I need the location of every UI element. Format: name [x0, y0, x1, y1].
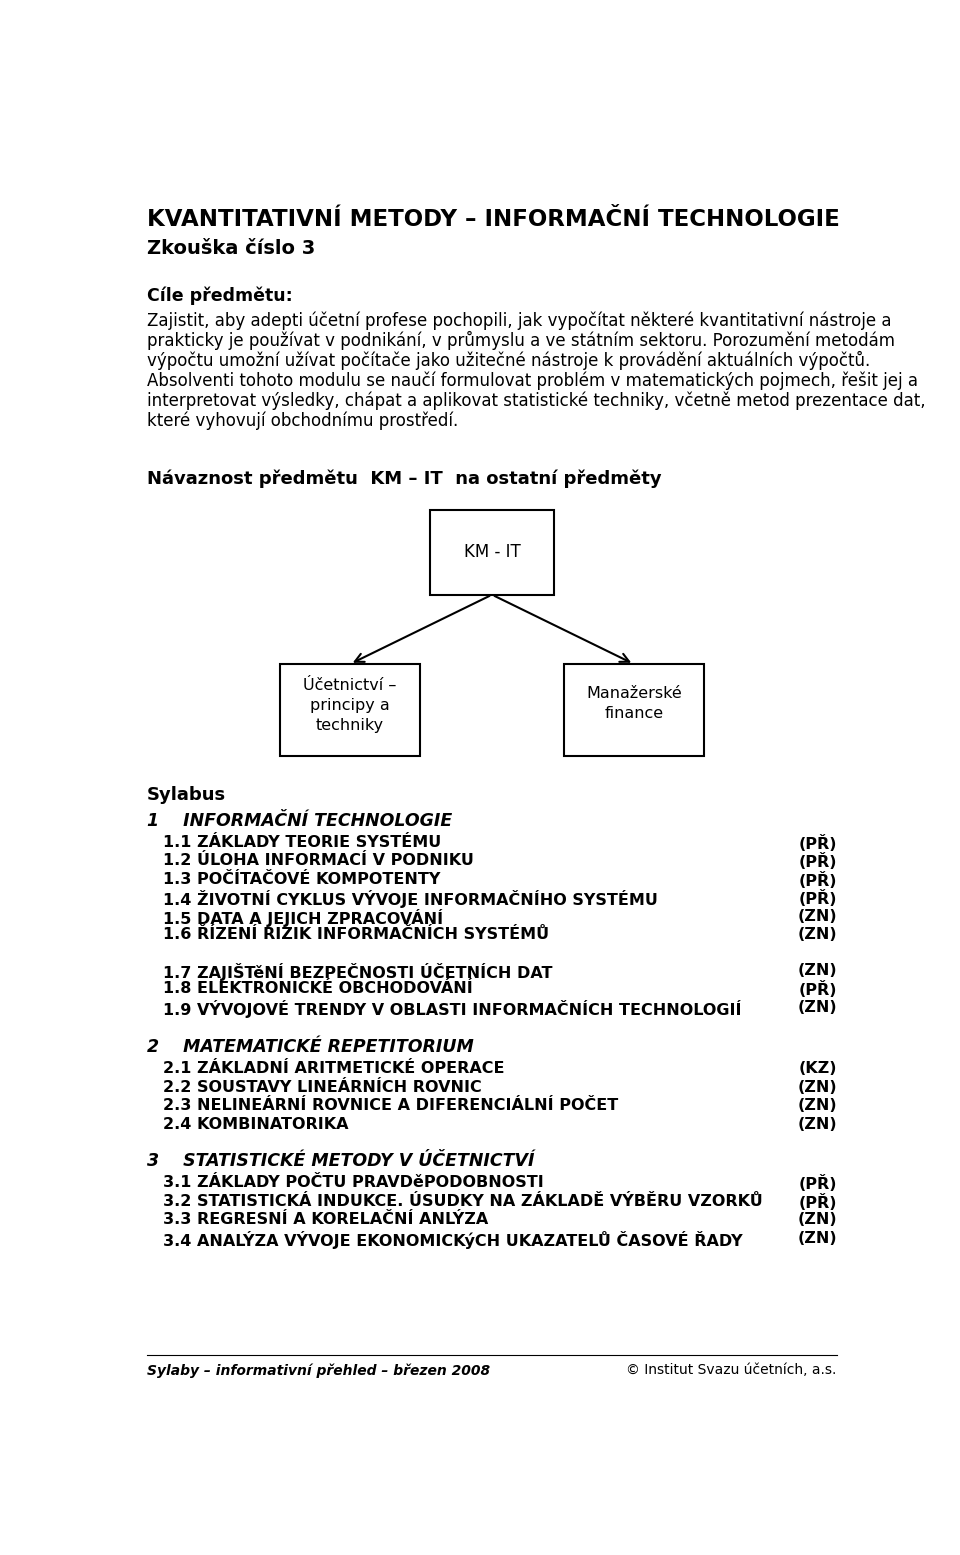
Text: 1.1 ZÁKLADY TEORIE SYSTÉMU: 1.1 ZÁKLADY TEORIE SYSTÉMU: [162, 835, 441, 851]
Text: Cíle předmětu:: Cíle předmětu:: [147, 286, 293, 305]
Text: © Institut Svazu účetních, a.s.: © Institut Svazu účetních, a.s.: [627, 1364, 837, 1378]
Text: Zkouška číslo 3: Zkouška číslo 3: [147, 239, 316, 258]
Text: finance: finance: [604, 706, 663, 720]
Text: (PŘ): (PŘ): [799, 891, 837, 908]
Bar: [564, 664, 704, 756]
Text: interpretovat výsledky, chápat a aplikovat statistické techniky, včetně metod pr: interpretovat výsledky, chápat a aplikov…: [147, 392, 925, 411]
Text: principy a: principy a: [310, 698, 390, 712]
Text: (PŘ): (PŘ): [799, 835, 837, 852]
Text: 1.7 ZAJIŠTěNÍ BEZPEČNOSTI ÚČETNÍCH DAT: 1.7 ZAJIŠTěNÍ BEZPEČNOSTI ÚČETNÍCH DAT: [162, 963, 552, 981]
Text: Sylabus: Sylabus: [147, 785, 227, 804]
Text: Zajistit, aby adepti účetní profese pochopili, jak vypočítat některé kvantitativ: Zajistit, aby adepti účetní profese poch…: [147, 311, 892, 330]
Text: 2    MATEMATICKÉ REPETITORIUM: 2 MATEMATICKÉ REPETITORIUM: [147, 1039, 474, 1056]
Text: (PŘ): (PŘ): [799, 854, 837, 871]
Text: (ZN): (ZN): [797, 1098, 837, 1113]
Text: (ZN): (ZN): [797, 927, 837, 942]
Text: Sylaby – informativní přehled – březen 2008: Sylaby – informativní přehled – březen 2…: [147, 1364, 491, 1378]
Text: 3.2 STATISTICKÁ INDUKCE. ÚSUDKY NA ZÁKLADĚ VÝBĚRU VZORKŮ: 3.2 STATISTICKÁ INDUKCE. ÚSUDKY NA ZÁKLA…: [162, 1194, 762, 1208]
Text: 1.3 POČÍTAČOVÉ KOMPOTENTY: 1.3 POČÍTAČOVÉ KOMPOTENTY: [162, 872, 440, 886]
Text: KM - IT: KM - IT: [464, 543, 520, 561]
Text: 2.1 ZÁKLADNÍ ARITMETICKÉ OPERACE: 2.1 ZÁKLADNÍ ARITMETICKÉ OPERACE: [162, 1062, 504, 1076]
Text: 3.1 ZÁKLADY POČTU PRAVDěPODOBNOSTI: 3.1 ZÁKLADY POČTU PRAVDěPODOBNOSTI: [162, 1176, 543, 1190]
Text: Návaznost předmětu  KM – IT  na ostatní předměty: Návaznost předmětu KM – IT na ostatní př…: [147, 470, 661, 488]
Text: 1.6 ŘÍZENÍ RIZIK INFORMAČNÍCH SYSTÉMŮ: 1.6 ŘÍZENÍ RIZIK INFORMAČNÍCH SYSTÉMŮ: [162, 927, 549, 942]
Text: prakticky je používat v podnikání, v průmyslu a ve státním sektoru. Porozumění m: prakticky je používat v podnikání, v prů…: [147, 331, 895, 350]
Text: výpočtu umožní užívat počítače jako užitečné nástroje k provádění aktuálních výp: výpočtu umožní užívat počítače jako užit…: [147, 351, 871, 370]
Text: 1    INFORMAČNÍ TECHNOLOGIE: 1 INFORMAČNÍ TECHNOLOGIE: [147, 812, 452, 830]
Text: (KZ): (KZ): [799, 1062, 837, 1076]
Bar: [280, 664, 420, 756]
Text: Účetnictví –: Účetnictví –: [303, 678, 396, 694]
Text: (ZN): (ZN): [797, 1079, 837, 1095]
Text: 1.2 ÚLOHA INFORMACÍ V PODNIKU: 1.2 ÚLOHA INFORMACÍ V PODNIKU: [162, 854, 473, 868]
Text: 1.4 ŽIVOTNÍ CYKLUS VÝVOJE INFORMAČNÍHO SYSTÉMU: 1.4 ŽIVOTNÍ CYKLUS VÝVOJE INFORMAČNÍHO S…: [162, 891, 658, 908]
Text: (ZN): (ZN): [797, 1116, 837, 1132]
Text: (ZN): (ZN): [797, 963, 837, 978]
Text: 1.8 ELEKTRONICKÉ OBCHODOVÁNÍ: 1.8 ELEKTRONICKÉ OBCHODOVÁNÍ: [162, 981, 472, 997]
Text: (PŘ): (PŘ): [799, 872, 837, 889]
Text: 3.4 ANALÝZA VÝVOJE EKONOMICKýCH UKAZATELŮ ČASOVÉ ŘADY: 3.4 ANALÝZA VÝVOJE EKONOMICKýCH UKAZATEL…: [162, 1230, 742, 1249]
Text: (ZN): (ZN): [797, 1000, 837, 1015]
Text: techniky: techniky: [316, 718, 384, 732]
Text: které vyhovují obchodnímu prostředí.: které vyhovují obchodnímu prostředí.: [147, 412, 458, 429]
Bar: [430, 510, 554, 594]
Text: 3    STATISTICKÉ METODY V ÚČETNICTVÍ: 3 STATISTICKÉ METODY V ÚČETNICTVÍ: [147, 1152, 535, 1171]
Text: 1.9 VÝVOJOVÉ TRENDY V OBLASTI INFORMAČNÍCH TECHNOLOGIÍ: 1.9 VÝVOJOVÉ TRENDY V OBLASTI INFORMAČNÍ…: [162, 1000, 741, 1017]
Text: (ZN): (ZN): [797, 1230, 837, 1246]
Text: 3.3 REGRESNÍ A KORELAČNÍ ANLÝZA: 3.3 REGRESNÍ A KORELAČNÍ ANLÝZA: [162, 1213, 488, 1227]
Text: (ZN): (ZN): [797, 908, 837, 924]
Text: (PŘ): (PŘ): [799, 981, 837, 998]
Text: KVANTITATIVNÍ METODY – INFORMAČNÍ TECHNOLOGIE: KVANTITATIVNÍ METODY – INFORMAČNÍ TECHNO…: [147, 208, 840, 232]
Text: (ZN): (ZN): [797, 1213, 837, 1227]
Text: 2.3 NELINEÁRNÍ ROVNICE A DIFERENCIÁLNÍ POČET: 2.3 NELINEÁRNÍ ROVNICE A DIFERENCIÁLNÍ P…: [162, 1098, 618, 1113]
Text: (PŘ): (PŘ): [799, 1176, 837, 1193]
Text: 2.2 SOUSTAVY LINEÁRNÍCH ROVNIC: 2.2 SOUSTAVY LINEÁRNÍCH ROVNIC: [162, 1079, 481, 1095]
Text: Manažerské: Manažerské: [586, 686, 682, 701]
Text: 2.4 KOMBINATORIKA: 2.4 KOMBINATORIKA: [162, 1116, 348, 1132]
Text: (PŘ): (PŘ): [799, 1194, 837, 1211]
Text: 1.5 DATA A JEJICH ZPRACOVÁNÍ: 1.5 DATA A JEJICH ZPRACOVÁNÍ: [162, 908, 443, 927]
Text: Absolventi tohoto modulu se naučí formulovat problém v matematických pojmech, ře: Absolventi tohoto modulu se naučí formul…: [147, 372, 918, 390]
